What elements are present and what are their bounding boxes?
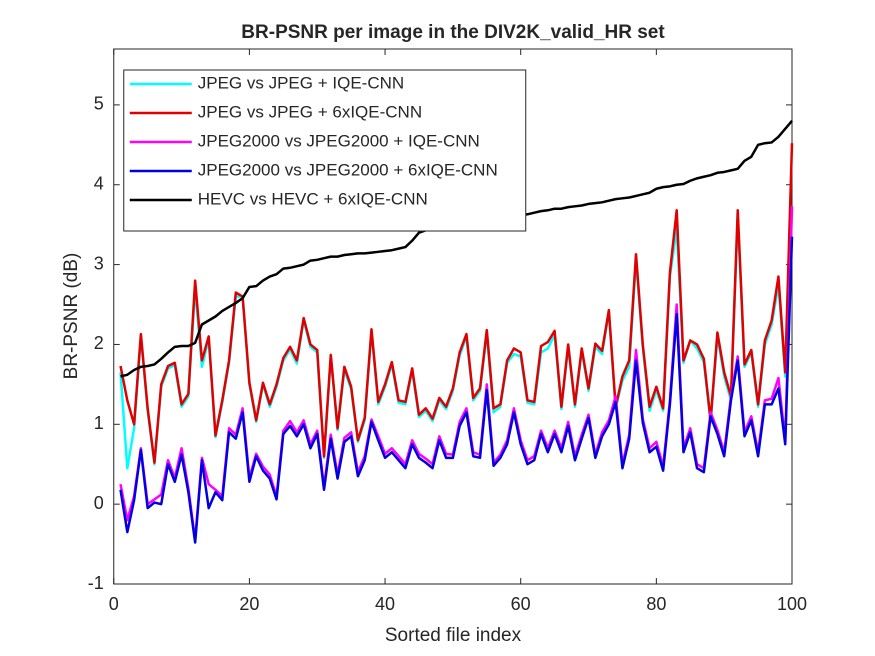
chart-title: BR-PSNR per image in the DIV2K_valid_HR …	[241, 22, 665, 43]
x-tick-label: 60	[511, 594, 531, 614]
x-tick-label: 40	[375, 594, 395, 614]
x-tick-label: 20	[239, 594, 259, 614]
series-line	[119, 143, 794, 464]
y-tick-label: 1	[94, 413, 104, 433]
axes-box	[113, 48, 793, 585]
y-axis-label: BR-PSNR (dB)	[61, 253, 82, 380]
y-tick-label: 2	[94, 333, 104, 353]
x-tick-label: 0	[109, 594, 119, 614]
legend-label: JPEG vs JPEG + IQE-CNN	[198, 73, 404, 92]
x-axis-label: Sorted file index	[385, 625, 522, 646]
x-tick-label: 100	[777, 594, 807, 614]
legend-label: HEVC vs HEVC + 6xIQE-CNN	[198, 189, 428, 208]
y-tick-label: -1	[88, 573, 104, 593]
series-line	[119, 236, 794, 544]
y-tick-label: 4	[94, 173, 104, 193]
legend-label: JPEG2000 vs JPEG2000 + 6xIQE-CNN	[198, 160, 498, 179]
legend-label: JPEG vs JPEG + 6xIQE-CNN	[198, 102, 422, 121]
legend-box	[123, 69, 527, 232]
legend-label: JPEG2000 vs JPEG2000 + IQE-CNN	[198, 131, 480, 150]
y-tick-label: 3	[94, 253, 104, 273]
y-tick-label: 0	[94, 493, 104, 513]
y-tick-label: 5	[94, 94, 104, 114]
x-tick-label: 80	[646, 594, 666, 614]
